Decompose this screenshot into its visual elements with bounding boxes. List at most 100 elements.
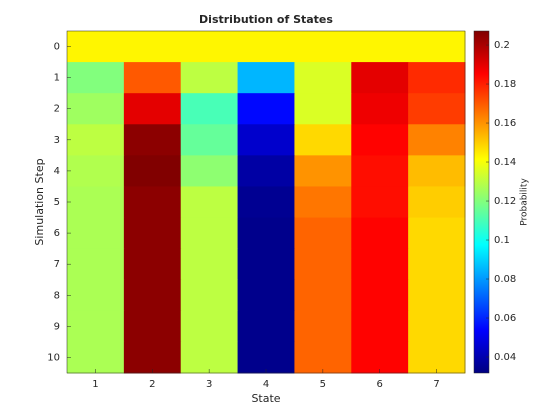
heat-cell: [408, 31, 466, 63]
colorbar-tick-label: 0.14: [494, 157, 516, 168]
colorbar-tick-label: 0.1: [494, 235, 510, 246]
heat-cell: [123, 93, 182, 125]
heat-cell: [180, 186, 239, 219]
heat-cell: [237, 93, 295, 125]
x-tick-label: 3: [206, 379, 212, 390]
heat-cell: [408, 93, 466, 125]
heat-cell: [351, 31, 409, 63]
heat-cell: [67, 62, 125, 94]
heat-cell: [67, 186, 125, 219]
heat-cell: [237, 310, 295, 343]
x-axis-label: State: [251, 392, 280, 405]
heat-cell: [237, 62, 295, 94]
heat-cell: [351, 93, 409, 125]
y-tick-label: 2: [54, 104, 60, 115]
heat-cell: [180, 31, 239, 63]
heat-cell: [237, 186, 295, 219]
heat-cell: [180, 341, 239, 374]
x-tick-label: 6: [377, 379, 383, 390]
heat-cell: [67, 124, 125, 156]
y-tick-label: 1: [54, 73, 60, 84]
heat-cell: [123, 341, 182, 374]
y-tick-label: 4: [54, 166, 60, 177]
x-tick-label: 2: [149, 379, 155, 390]
heat-cell: [237, 124, 295, 156]
heat-cell: [351, 155, 409, 187]
heat-cell: [180, 217, 239, 250]
heat-cell: [123, 31, 182, 63]
heat-cell: [67, 279, 125, 312]
colorbar-tick-label: 0.2: [494, 40, 510, 51]
heat-cell: [67, 155, 125, 187]
y-tick-label: 6: [54, 228, 60, 239]
heat-cell: [408, 186, 466, 219]
colorbar: [473, 30, 490, 374]
colorbar-tick-label: 0.06: [494, 313, 516, 324]
x-tick-label: 7: [433, 379, 439, 390]
heat-cell: [294, 217, 352, 250]
heat-cell: [351, 279, 409, 312]
heat-cell: [408, 155, 466, 187]
heat-cell: [237, 248, 295, 281]
heat-cell: [408, 341, 466, 374]
heat-cell: [180, 93, 239, 125]
x-tick-label: 5: [320, 379, 326, 390]
heat-cell: [237, 155, 295, 187]
heat-cell: [351, 124, 409, 156]
heat-cell: [351, 341, 409, 374]
colorbar-tick-label: 0.08: [494, 274, 516, 285]
heat-cell: [294, 62, 352, 94]
colorbar-tick-label: 0.16: [494, 118, 516, 129]
heat-cell: [123, 155, 182, 187]
heat-cell: [67, 310, 125, 343]
heat-cell: [123, 217, 182, 250]
y-tick-label: 9: [54, 321, 60, 332]
heat-cell: [180, 279, 239, 312]
y-axis-label: Simulation Step: [33, 158, 46, 245]
heat-cell: [67, 31, 125, 63]
heat-cell: [237, 279, 295, 312]
y-tick-label: 3: [54, 135, 60, 146]
heat-cell: [123, 279, 182, 312]
heat-cell: [351, 248, 409, 281]
heat-cell: [294, 341, 352, 374]
heat-cell: [351, 310, 409, 343]
heat-cell: [123, 248, 182, 281]
heat-cell: [237, 217, 295, 250]
heat-cell: [67, 93, 125, 125]
heat-cell: [408, 310, 466, 343]
y-tick-label: 0: [54, 42, 60, 53]
heat-cell: [123, 62, 182, 94]
heat-cell: [67, 248, 125, 281]
heat-cell: [180, 248, 239, 281]
heat-cell: [67, 341, 125, 374]
heat-cell: [180, 124, 239, 156]
heat-cell: [351, 62, 409, 94]
heat-cell: [294, 186, 352, 219]
heat-cell: [408, 217, 466, 250]
heat-cell: [408, 62, 466, 94]
heat-cell: [123, 186, 182, 219]
y-tick-label: 7: [54, 259, 60, 270]
heat-cell: [351, 217, 409, 250]
x-tick-label: 4: [263, 379, 269, 390]
x-tick-label: 1: [92, 379, 98, 390]
heat-cell: [294, 124, 352, 156]
heat-cell: [180, 310, 239, 343]
heat-cell: [408, 248, 466, 281]
colorbar-tick-label: 0.12: [494, 196, 516, 207]
heat-cell: [408, 124, 466, 156]
heat-cell: [294, 248, 352, 281]
heat-cell: [237, 341, 295, 374]
heat-cell: [294, 310, 352, 343]
heat-cell: [294, 31, 352, 63]
heat-cell: [408, 279, 466, 312]
heat-cell: [237, 31, 295, 63]
heat-cell: [351, 186, 409, 219]
heat-cell: [294, 155, 352, 187]
heat-cell: [294, 93, 352, 125]
y-tick-label: 8: [54, 290, 60, 301]
heat-cell: [123, 310, 182, 343]
colorbar-tick-label: 0.04: [494, 352, 516, 363]
